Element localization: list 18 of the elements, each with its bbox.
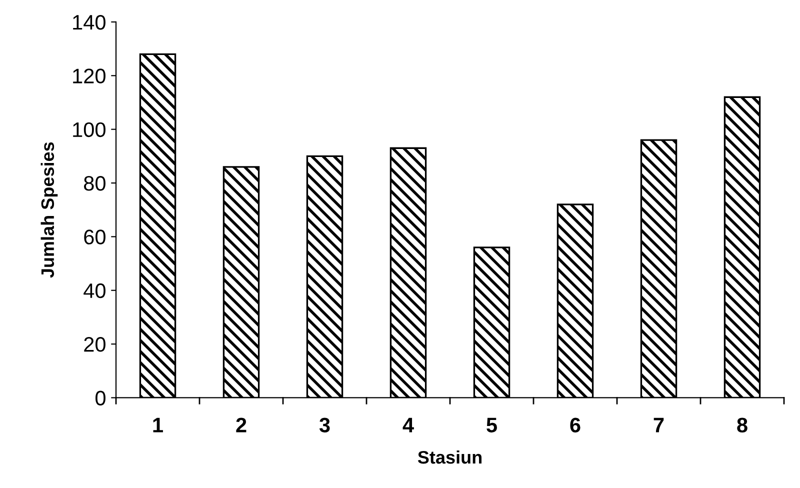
- x-tick-label: 2: [236, 418, 246, 432]
- y-axis-title: Jumlah Spesies: [40, 142, 58, 278]
- y-tick-label: 120: [73, 68, 106, 84]
- y-tick-label: 100: [73, 122, 106, 138]
- x-axis-title: Stasiun: [418, 450, 482, 464]
- y-tick-label: 140: [73, 14, 106, 30]
- x-tick-label: 6: [570, 418, 580, 432]
- y-tick-label: 80: [84, 176, 106, 191]
- x-tick-label: 8: [737, 418, 748, 432]
- x-tick-label: 4: [402, 418, 414, 432]
- x-tick-label: 7: [654, 418, 664, 432]
- y-tick-label: 0: [96, 390, 106, 406]
- y-tick-label: 40: [84, 283, 106, 298]
- x-tick-label: 5: [486, 418, 497, 432]
- x-tick-label: 3: [319, 418, 330, 432]
- x-tick-label: 1: [153, 418, 163, 432]
- y-tick-label: 20: [84, 337, 106, 352]
- y-tick-label: 60: [84, 230, 106, 244]
